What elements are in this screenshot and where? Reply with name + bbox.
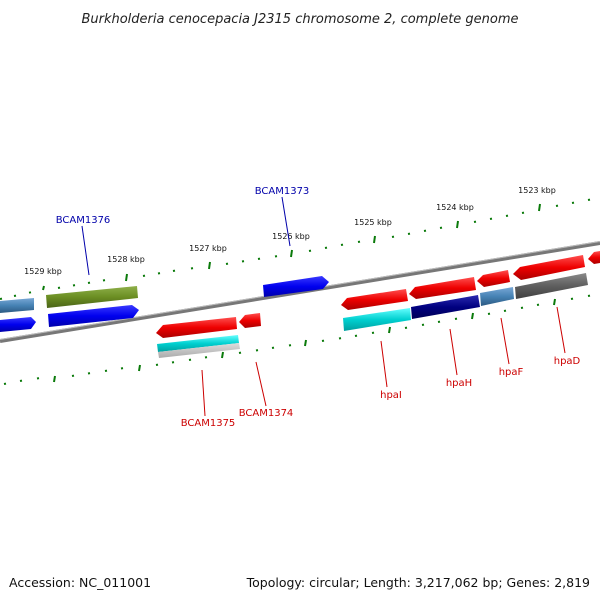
scale-label-1529: 1529 kbp xyxy=(24,267,62,276)
reverse-strand-features xyxy=(156,251,600,358)
gene-feature[interactable] xyxy=(588,251,600,264)
gene-bcam1376[interactable] xyxy=(48,305,139,327)
gene-labels: BCAM1376 BCAM1373 BCAM1375 BCAM1374 hpaI… xyxy=(56,186,581,429)
label-connectors xyxy=(81,196,566,417)
scale-labels: 1529 kbp 1528 kbp 1527 kbp 1526 kbp 1525… xyxy=(24,186,556,276)
gene-feature[interactable] xyxy=(343,308,411,331)
gene-label-hpai[interactable]: hpaI xyxy=(380,390,402,401)
gene-label-hpaf[interactable]: hpaF xyxy=(499,367,524,378)
accession-text: Accession: NC_011001 xyxy=(9,575,151,590)
gene-feature[interactable] xyxy=(157,335,239,352)
scale-label-1526: 1526 kbp xyxy=(272,232,310,241)
gene-label-bcam1376[interactable]: BCAM1376 xyxy=(56,215,111,226)
scale-label-1528: 1528 kbp xyxy=(107,255,145,264)
gene-feature[interactable] xyxy=(46,286,138,308)
gene-hpai[interactable] xyxy=(341,289,408,310)
gene-feature[interactable] xyxy=(480,287,514,306)
gene-bcam1375[interactable] xyxy=(156,317,237,338)
gene-hpaf[interactable] xyxy=(477,270,510,287)
gene-feature[interactable] xyxy=(0,298,34,313)
topology-text: Topology: circular; Length: 3,217,062 bp… xyxy=(246,575,590,590)
gene-feature[interactable] xyxy=(515,273,588,299)
forward-strand-features xyxy=(0,276,329,332)
gene-hpah[interactable] xyxy=(409,277,476,299)
gene-feature[interactable] xyxy=(411,295,480,319)
gene-label-hpah[interactable]: hpaH xyxy=(446,378,472,389)
gene-label-bcam1375[interactable]: BCAM1375 xyxy=(181,418,236,429)
gene-label-hpad[interactable]: hpaD xyxy=(554,356,581,367)
gene-bcam1374[interactable] xyxy=(239,313,261,328)
outer-tick-ring xyxy=(0,198,591,300)
gene-label-bcam1373[interactable]: BCAM1373 xyxy=(255,186,310,197)
map-title: Burkholderia cenocepacia J2315 chromosom… xyxy=(81,12,518,27)
scale-label-1523: 1523 kbp xyxy=(518,186,556,195)
gene-hpad[interactable] xyxy=(513,255,585,280)
gene-feature[interactable] xyxy=(0,317,36,332)
inner-tick-ring xyxy=(3,294,591,385)
gene-feature[interactable] xyxy=(158,343,240,358)
scale-label-1525: 1525 kbp xyxy=(354,218,392,227)
scale-label-1527: 1527 kbp xyxy=(189,244,227,253)
scale-label-1524: 1524 kbp xyxy=(436,203,474,212)
gene-label-bcam1374[interactable]: BCAM1374 xyxy=(239,408,294,419)
gene-bcam1373[interactable] xyxy=(263,276,329,297)
